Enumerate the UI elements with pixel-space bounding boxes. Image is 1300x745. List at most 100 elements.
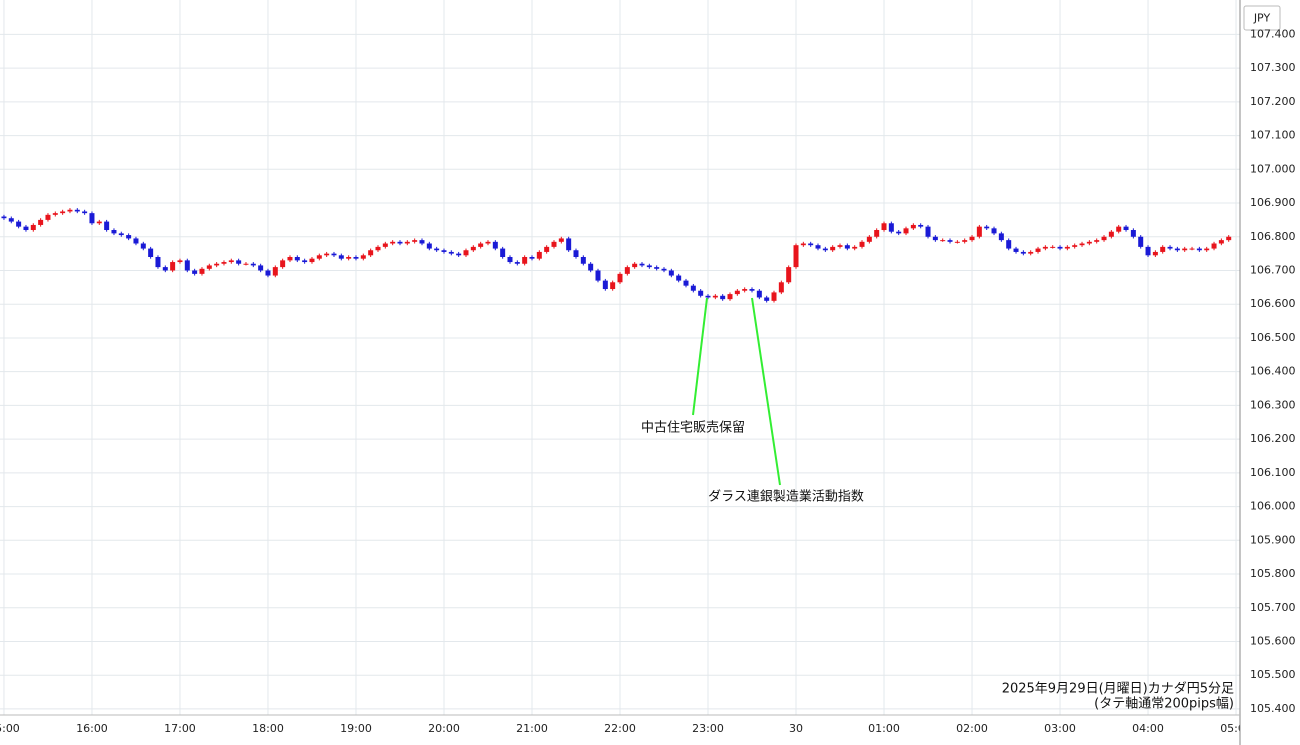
candle <box>346 255 352 261</box>
candle-body <box>412 240 418 242</box>
plot-area <box>1 208 1232 303</box>
candle-body <box>881 223 887 231</box>
candle <box>778 280 784 295</box>
candle-body <box>720 295 726 300</box>
candle-body <box>463 250 469 256</box>
candle <box>720 294 726 301</box>
candle-body <box>734 290 740 295</box>
y-tick-label: 106.300 <box>1250 398 1296 411</box>
candle <box>67 208 73 214</box>
candle-body <box>45 214 51 220</box>
candle <box>331 251 337 257</box>
candle-body <box>500 248 506 257</box>
candle-body <box>162 267 168 271</box>
candle-body <box>419 240 425 244</box>
candle <box>426 241 432 251</box>
candle-body <box>940 240 946 242</box>
candle-body <box>778 282 784 293</box>
candle <box>1042 245 1048 251</box>
candle-body <box>1116 226 1122 232</box>
candle-body <box>522 256 528 264</box>
y-tick-label: 107.400 <box>1250 27 1296 40</box>
candle <box>492 240 498 251</box>
candle-body <box>390 241 396 244</box>
candle <box>448 250 454 256</box>
candle <box>170 260 176 273</box>
candle-body <box>272 267 278 276</box>
candle <box>830 245 836 252</box>
candle <box>1226 235 1232 242</box>
candle <box>199 267 205 276</box>
candle-body <box>199 268 205 274</box>
candle-body <box>1035 248 1041 252</box>
candle <box>822 246 828 252</box>
x-tick-label: 01:00 <box>868 722 900 735</box>
candle <box>265 268 271 278</box>
annotation-line <box>751 297 781 486</box>
candle-body <box>595 270 601 281</box>
candle <box>272 265 278 278</box>
candle <box>382 241 388 249</box>
candle-body <box>580 256 586 264</box>
candle-body <box>1174 248 1180 251</box>
candle <box>932 235 938 242</box>
candle-body <box>793 245 799 268</box>
candle <box>646 263 652 269</box>
candle <box>8 216 14 224</box>
candle <box>316 253 322 261</box>
candle-body <box>786 267 792 283</box>
annotation-line <box>692 297 708 416</box>
candle <box>639 262 645 268</box>
candle <box>1057 245 1063 251</box>
candle-body <box>1160 246 1166 252</box>
candle <box>463 248 469 257</box>
candle-body <box>1050 246 1056 248</box>
candle <box>536 250 542 261</box>
candle <box>507 255 513 264</box>
candle-body <box>676 275 682 281</box>
x-tick-label: 15:00 <box>0 722 20 735</box>
x-tick-label: 30 <box>789 722 803 735</box>
candle-body <box>749 289 755 291</box>
candle-body <box>588 263 594 271</box>
candle <box>962 238 968 244</box>
candle-body <box>690 285 696 291</box>
candle <box>148 246 154 259</box>
candle-body <box>756 290 762 298</box>
candle <box>947 238 953 244</box>
candle <box>1182 246 1188 252</box>
candle-body <box>1006 240 1012 249</box>
candle-body <box>309 258 315 263</box>
candle <box>177 258 183 264</box>
candle <box>360 253 366 261</box>
x-tick-label: 02:00 <box>956 722 988 735</box>
candle <box>1189 246 1195 251</box>
candle-body <box>89 213 95 224</box>
candle-body <box>514 262 520 264</box>
candle <box>1116 224 1122 234</box>
candle <box>793 243 799 269</box>
candle-body <box>228 260 234 263</box>
candle <box>998 231 1004 242</box>
candle <box>1094 238 1100 244</box>
annotation: ダラス連銀製造業活動指数 <box>708 489 864 505</box>
candle-body <box>646 265 652 268</box>
candle-body <box>294 256 300 261</box>
y-tick-label: 106.000 <box>1250 500 1296 513</box>
x-tick-label: 22:00 <box>604 722 636 735</box>
y-tick-label: 105.900 <box>1250 533 1296 546</box>
candle <box>302 258 308 264</box>
candle <box>206 263 212 271</box>
candle-body <box>1057 246 1063 249</box>
candle-body <box>1167 246 1173 249</box>
candle-body <box>140 243 146 249</box>
candle <box>749 287 755 293</box>
x-tick-label: 16:00 <box>76 722 108 735</box>
candle-body <box>1211 243 1217 249</box>
candle <box>1145 245 1151 257</box>
candle <box>500 246 506 259</box>
candle-body <box>984 226 990 229</box>
candle <box>478 241 484 249</box>
candle-body <box>155 256 161 268</box>
